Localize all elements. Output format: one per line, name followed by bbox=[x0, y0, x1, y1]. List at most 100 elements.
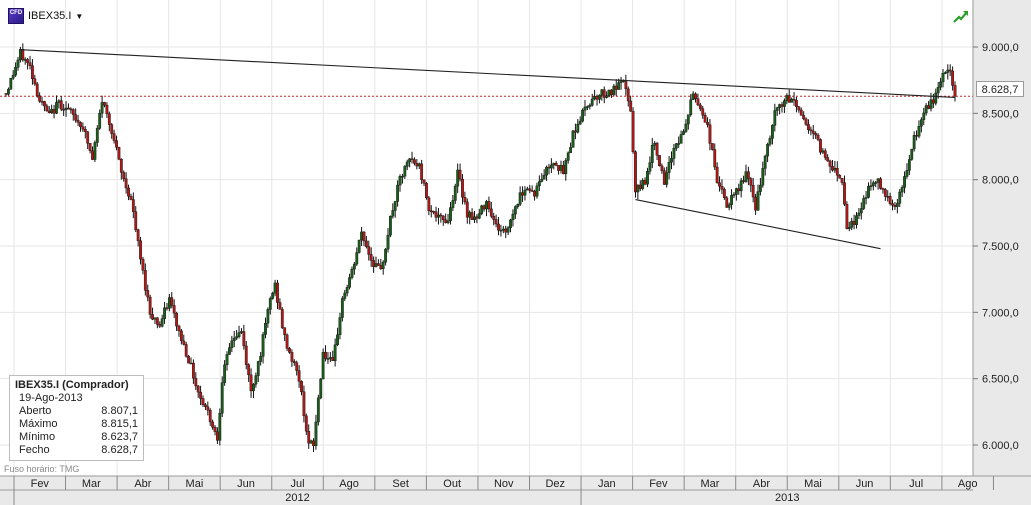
candle-body bbox=[163, 307, 166, 319]
x-month-label: Nov bbox=[494, 478, 514, 490]
candle-body bbox=[59, 100, 63, 110]
candle-body bbox=[117, 147, 121, 160]
candle-body bbox=[874, 182, 878, 184]
candle-body bbox=[196, 385, 200, 393]
candle-body bbox=[456, 169, 460, 187]
candle-body bbox=[403, 166, 407, 177]
candle-body bbox=[893, 205, 897, 207]
candle-body bbox=[871, 182, 875, 186]
candle-body bbox=[713, 149, 717, 168]
candle-body bbox=[674, 143, 678, 149]
candle-body bbox=[336, 334, 339, 346]
candle-body bbox=[485, 201, 488, 210]
trend-up-icon[interactable] bbox=[952, 8, 970, 24]
candle-body bbox=[845, 204, 849, 229]
candle-body bbox=[348, 277, 351, 288]
candle-body bbox=[662, 170, 666, 185]
candle-body bbox=[437, 214, 440, 218]
candle-body bbox=[857, 212, 861, 216]
candle-body bbox=[727, 204, 731, 208]
x-month-label: Mai bbox=[804, 478, 822, 490]
candle-body bbox=[787, 95, 791, 103]
candle-body bbox=[941, 73, 945, 83]
candle-body bbox=[276, 282, 279, 303]
candle-body bbox=[554, 162, 558, 166]
candle-body bbox=[420, 163, 424, 181]
dropdown-arrow-icon[interactable]: ▼ bbox=[75, 11, 84, 21]
candle-body bbox=[660, 165, 664, 171]
candle-body bbox=[74, 114, 78, 121]
vertical-grid bbox=[13, 0, 943, 476]
trendline[interactable] bbox=[635, 199, 881, 250]
candle-body bbox=[843, 182, 846, 205]
candle-body bbox=[598, 95, 601, 100]
candle-body bbox=[552, 162, 556, 166]
candle-body bbox=[208, 409, 212, 423]
candle-body bbox=[696, 98, 700, 106]
candle-body bbox=[389, 216, 392, 236]
candle-body bbox=[364, 240, 368, 247]
candle-body bbox=[11, 74, 15, 79]
candle-body bbox=[331, 357, 335, 362]
x-month-label: Jun bbox=[856, 478, 874, 490]
candle-body bbox=[703, 114, 707, 123]
candle-body bbox=[593, 95, 597, 100]
candle-body bbox=[720, 185, 724, 190]
candle-body bbox=[223, 364, 227, 383]
info-label: Fecho bbox=[19, 444, 50, 456]
candle-body bbox=[907, 159, 911, 171]
candle-body bbox=[98, 112, 102, 129]
x-month-label: Jul bbox=[290, 478, 304, 490]
candle-body bbox=[751, 184, 755, 198]
candle-body bbox=[228, 347, 231, 355]
candle-body bbox=[415, 163, 419, 167]
candle-body bbox=[540, 179, 544, 182]
candle-body bbox=[840, 178, 844, 183]
candle-body bbox=[71, 109, 75, 115]
candle-body bbox=[67, 107, 70, 110]
timezone-label: Fuso horário: TMG bbox=[4, 464, 80, 474]
candle-body bbox=[360, 231, 363, 241]
candle-body bbox=[38, 95, 42, 102]
candle-body bbox=[189, 362, 193, 365]
x-month-label: Ago bbox=[339, 478, 359, 490]
candle-body bbox=[590, 98, 594, 106]
trendline[interactable] bbox=[20, 49, 956, 98]
candle-body bbox=[376, 263, 380, 266]
candle-body bbox=[847, 227, 851, 229]
ohlc-info-box: IBEX35.I (Comprador) 19-Ago-2013 Aberto … bbox=[9, 375, 144, 461]
candle-body bbox=[179, 330, 183, 342]
trendlines[interactable] bbox=[20, 49, 956, 250]
candle-body bbox=[744, 171, 748, 182]
candle-body bbox=[689, 99, 693, 115]
candle-body bbox=[76, 119, 80, 123]
x-month-label: Mai bbox=[186, 478, 204, 490]
candle-body bbox=[249, 374, 253, 392]
candle-body bbox=[698, 104, 702, 109]
candle-body bbox=[158, 324, 162, 327]
candle-body bbox=[119, 158, 123, 173]
candle-body bbox=[31, 65, 34, 79]
candle-body bbox=[172, 305, 176, 314]
candle-body bbox=[314, 421, 318, 447]
candle-body bbox=[338, 317, 342, 335]
x-month-label: Dez bbox=[545, 478, 565, 490]
candle-body bbox=[487, 201, 491, 210]
candle-body bbox=[545, 166, 548, 176]
candle-body bbox=[624, 81, 628, 90]
candle-body bbox=[35, 83, 39, 97]
candle-body bbox=[81, 126, 85, 130]
candle-body bbox=[888, 196, 892, 204]
candle-body bbox=[473, 216, 476, 220]
candle-body bbox=[833, 167, 837, 171]
candle-body bbox=[742, 180, 745, 182]
candle-body bbox=[91, 150, 94, 160]
candle-body bbox=[855, 215, 858, 225]
candle-body bbox=[216, 431, 219, 441]
candle-body bbox=[441, 215, 445, 221]
symbol-selector[interactable]: CFD IBEX35.I ▼ bbox=[8, 8, 83, 24]
candle-body bbox=[458, 169, 462, 180]
candle-body bbox=[763, 155, 767, 169]
candle-body bbox=[566, 152, 570, 161]
